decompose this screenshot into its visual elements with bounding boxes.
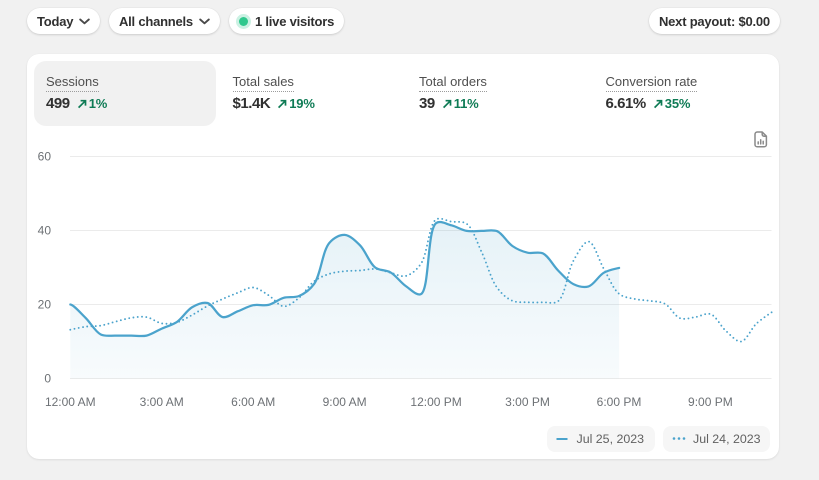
svg-text:9:00 AM: 9:00 AM [323, 395, 367, 409]
svg-text:20: 20 [38, 298, 52, 312]
svg-text:3:00 PM: 3:00 PM [505, 395, 550, 409]
svg-text:6:00 AM: 6:00 AM [231, 395, 275, 409]
svg-text:0: 0 [44, 372, 51, 386]
svg-text:3:00 AM: 3:00 AM [140, 395, 184, 409]
svg-text:12:00 PM: 12:00 PM [410, 395, 461, 409]
svg-text:40: 40 [38, 224, 52, 238]
svg-text:6:00 PM: 6:00 PM [597, 395, 642, 409]
svg-text:12:00 AM: 12:00 AM [45, 395, 96, 409]
svg-text:60: 60 [38, 150, 52, 164]
svg-text:9:00 PM: 9:00 PM [688, 395, 733, 409]
